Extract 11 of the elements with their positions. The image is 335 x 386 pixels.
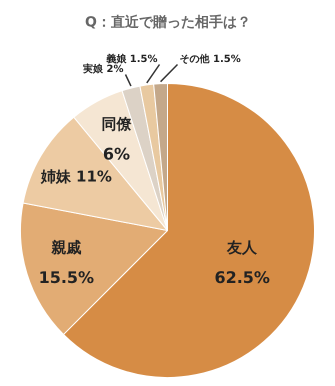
data-label: 6% bbox=[102, 144, 130, 164]
data-label: 15.5% bbox=[38, 268, 94, 288]
slice-label: 姉妹 11% bbox=[40, 168, 112, 186]
slice-label: その他 1.5% bbox=[180, 53, 241, 65]
data-label: 62.5% bbox=[214, 268, 270, 287]
slice-label: 実娘 2% bbox=[82, 63, 124, 75]
slice-label: 同僚 bbox=[102, 114, 133, 133]
slice-label: 義娘 1.5% bbox=[105, 53, 158, 65]
slice-label: 親戚 bbox=[50, 238, 82, 257]
chart-title: Q：直近で贈った相手は？ bbox=[85, 14, 251, 30]
slice-label: 友人 bbox=[226, 238, 258, 256]
